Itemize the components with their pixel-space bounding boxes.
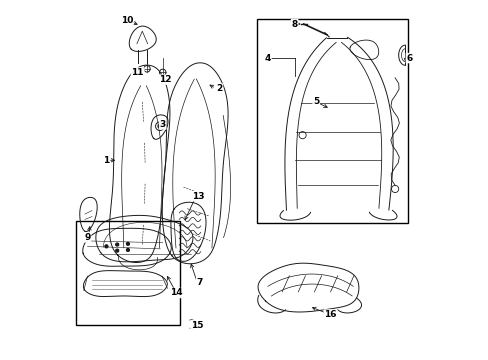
Text: 9: 9: [84, 233, 90, 242]
Text: 3: 3: [159, 120, 165, 129]
Text: 16: 16: [324, 310, 336, 319]
Text: 2: 2: [216, 84, 222, 93]
Text: 15: 15: [190, 321, 203, 330]
Text: 1: 1: [103, 156, 109, 165]
Bar: [76, 221, 180, 325]
Circle shape: [116, 243, 119, 246]
Text: 8: 8: [291, 19, 297, 28]
Text: 13: 13: [191, 192, 203, 201]
Text: 4: 4: [264, 54, 270, 63]
Circle shape: [116, 249, 119, 252]
Text: 14: 14: [170, 288, 183, 297]
Circle shape: [105, 245, 108, 248]
Circle shape: [126, 248, 129, 251]
Bar: [257, 19, 407, 223]
Text: 12: 12: [158, 75, 171, 84]
Text: 6: 6: [406, 54, 412, 63]
Text: 7: 7: [196, 278, 203, 287]
Text: 10: 10: [121, 16, 133, 25]
Text: 11: 11: [131, 68, 143, 77]
Text: 5: 5: [312, 96, 319, 105]
Circle shape: [158, 125, 162, 128]
Circle shape: [126, 242, 129, 245]
